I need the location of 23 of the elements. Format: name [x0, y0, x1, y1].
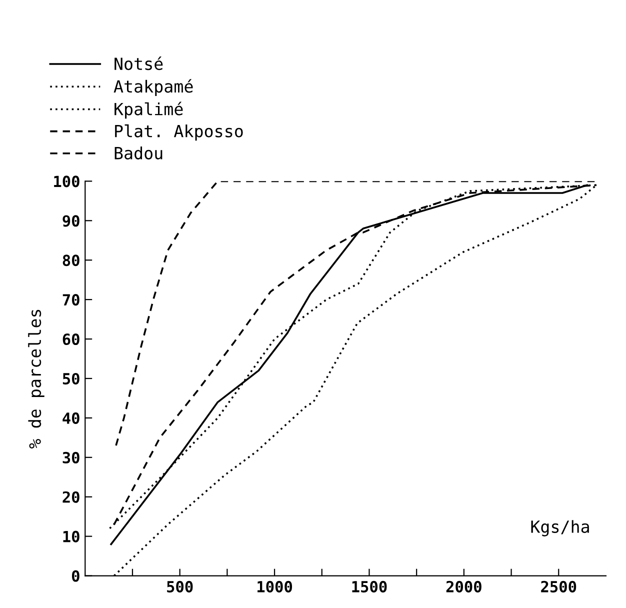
x-tick-label: 500: [167, 580, 193, 592]
x-tick-label: 2500: [541, 580, 576, 592]
legend-label: Badou: [114, 146, 162, 160]
y-tick-label: 50: [62, 372, 80, 384]
y-tick-label: 70: [62, 294, 80, 306]
x-tick-label: 1500: [352, 580, 387, 592]
y-tick-label: 10: [63, 530, 80, 542]
y-tick-label: 60: [62, 333, 80, 346]
legend-label: Plat. Akposso: [115, 124, 243, 141]
y-tick-label: 80: [62, 254, 80, 266]
x-axis-title: Kgs/ha: [531, 520, 589, 536]
legend-label: Notsé: [114, 56, 163, 70]
y-tick-label: 40: [62, 412, 80, 424]
legend-label: Kpalimé: [114, 102, 183, 119]
y-tick-label: 0: [72, 570, 80, 582]
y-tick-label: 90: [62, 215, 80, 227]
legend-label: Atakpamé: [114, 79, 193, 96]
x-tick-label: 1000: [258, 580, 292, 592]
y-axis-title: % de parcelles: [28, 310, 44, 448]
y-tick-label: 100: [54, 176, 80, 188]
y-tick-label: 30: [62, 452, 80, 464]
y-tick-label: 20: [62, 491, 80, 503]
x-tick-label: 2000: [446, 580, 482, 592]
